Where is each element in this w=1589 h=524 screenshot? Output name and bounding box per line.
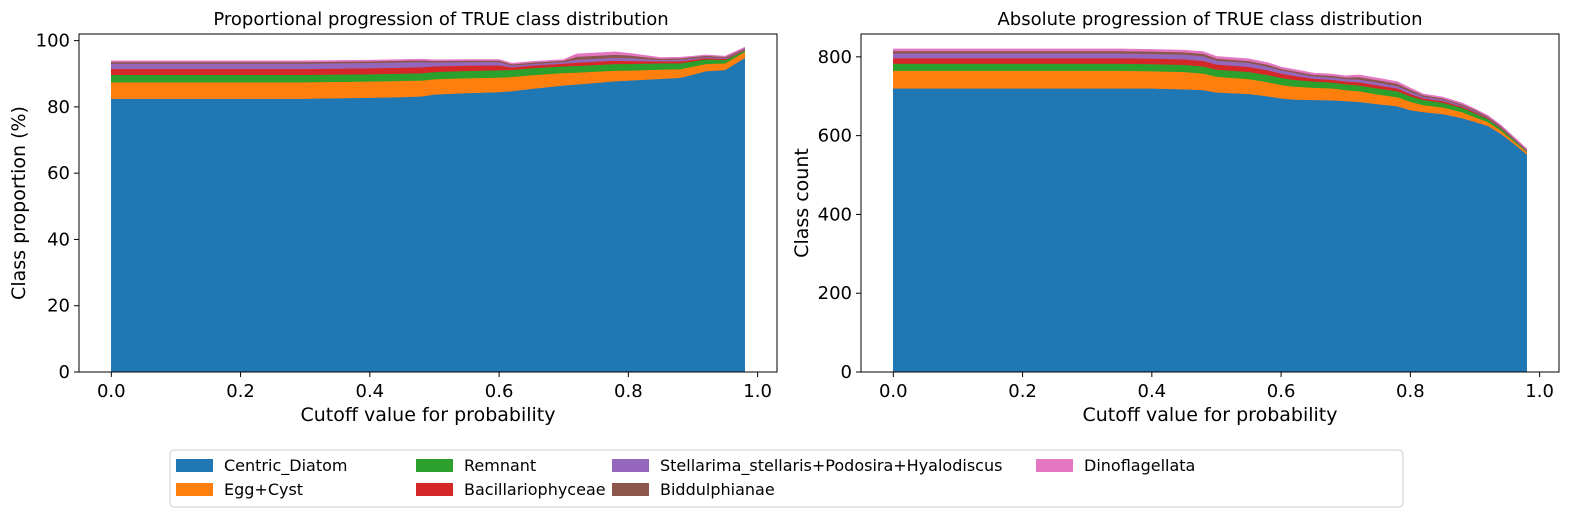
legend-swatch (1036, 459, 1073, 472)
legend-items: Centric_Diatom Egg+Cyst Remnant Bacillariop… (176, 456, 1195, 499)
chart-title: Proportional progression of TRUE class d… (213, 9, 668, 30)
legend-swatch (416, 483, 453, 496)
absolute-chart: Absolute progression of TRUE class distr… (791, 9, 1560, 426)
x-tick-label: 0.8 (1396, 381, 1425, 402)
x-tick-label: 0.6 (485, 381, 514, 402)
legend-label: Remnant (464, 456, 536, 475)
x-tick-label: 0.2 (226, 381, 255, 402)
y-tick-label: 60 (47, 163, 70, 184)
area-series-centric-diatom (893, 88, 1527, 373)
area-series-dinoflagellata (111, 46, 745, 65)
legend-swatch (612, 483, 649, 496)
y-tick-label: 40 (47, 229, 70, 250)
y-tick-label: 800 (818, 47, 852, 68)
plot-frame (860, 33, 1560, 373)
area-series-centric-diatom (111, 57, 745, 373)
legend-swatch (176, 483, 213, 496)
area-layers (893, 48, 1527, 373)
x-tick-label: 1.0 (1525, 381, 1554, 402)
legend-label: Biddulphianae (660, 480, 775, 499)
legend-label: Dinoflagellata (1084, 456, 1195, 475)
x-tick-label: 1.0 (743, 381, 772, 402)
area-series-dinoflagellata (893, 48, 1527, 150)
x-tick-label: 0.6 (1267, 381, 1296, 402)
x-tick-label: 0.0 (97, 381, 126, 402)
y-tick-label: 100 (36, 31, 70, 52)
area-layers (111, 46, 745, 373)
y-axis-label: Class proportion (%) (8, 106, 30, 300)
x-axis-ticks: 0.0 0.2 0.4 0.6 0.8 1.0 (879, 372, 1554, 402)
y-tick-label: 80 (47, 97, 70, 118)
x-tick-label: 0.4 (1138, 381, 1167, 402)
x-tick-label: 0.0 (879, 381, 908, 402)
y-axis-label: Class count (791, 148, 813, 258)
x-axis-ticks: 0.0 0.2 0.4 0.6 0.8 1.0 (97, 372, 772, 402)
legend-swatch (612, 459, 649, 472)
plot-frame (78, 33, 778, 373)
x-axis-label: Cutoff value for probability (1083, 404, 1338, 426)
x-tick-label: 0.2 (1008, 381, 1037, 402)
x-tick-label: 0.4 (356, 381, 385, 402)
y-tick-label: 200 (818, 283, 852, 304)
x-axis-label: Cutoff value for probability (301, 404, 556, 426)
y-tick-label: 400 (818, 204, 852, 225)
legend-frame (169, 449, 1404, 508)
legend-label: Centric_Diatom (224, 456, 347, 476)
legend-label: Egg+Cyst (224, 480, 303, 499)
x-tick-label: 0.8 (614, 381, 643, 402)
y-tick-label: 0 (841, 362, 852, 383)
legend-swatch (176, 459, 213, 472)
y-tick-label: 0 (59, 362, 70, 383)
legend-label: Stellarima_stellaris+Podosira+Hyalodiscu… (660, 456, 1002, 476)
chart-title: Absolute progression of TRUE class distr… (997, 9, 1422, 30)
y-axis-ticks: 0 20 40 60 80 100 (36, 31, 79, 383)
y-axis-ticks: 0 200 400 600 800 (818, 47, 861, 383)
y-tick-label: 20 (47, 296, 70, 317)
legend: Centric_Diatom Egg+Cyst Remnant Bacillariop… (169, 449, 1404, 508)
legend-swatch (416, 459, 453, 472)
proportional-chart: Proportional progression of TRUE class d… (8, 9, 778, 426)
y-tick-label: 600 (818, 126, 852, 147)
legend-label: Bacillariophyceae (464, 480, 606, 499)
